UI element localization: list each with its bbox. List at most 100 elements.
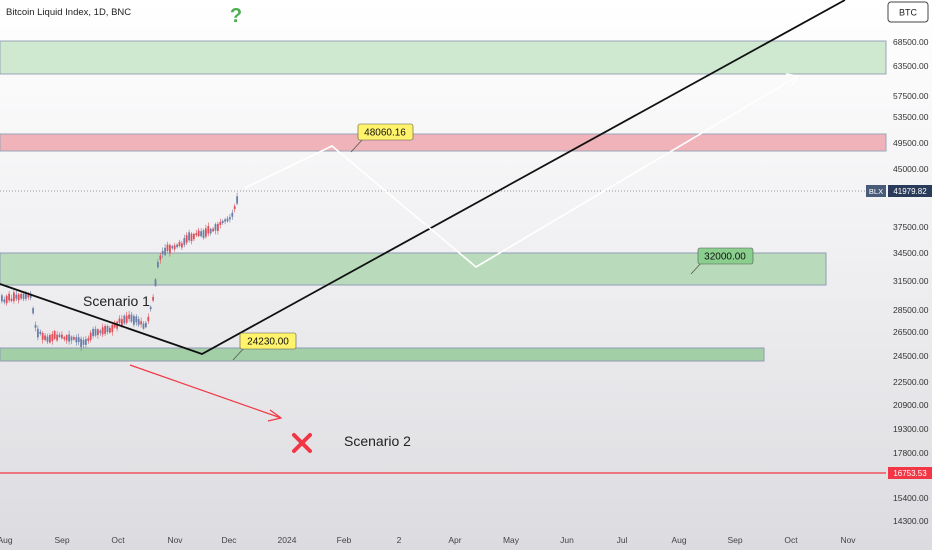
candle-body — [221, 220, 224, 223]
time-tick-label: Feb — [337, 535, 352, 545]
candle-body — [89, 332, 92, 340]
candle-body — [157, 262, 159, 268]
symbol-badge[interactable]: BTC — [887, 1, 929, 23]
candle-body — [5, 295, 8, 304]
candle-body — [181, 243, 183, 248]
candle-body — [207, 226, 210, 234]
candle-body — [133, 316, 135, 325]
callout-24230[interactable]: 24230.00 — [232, 332, 297, 361]
candle-body — [178, 241, 181, 247]
candle-body — [104, 325, 106, 334]
price-tick-label: 57500.00 — [893, 91, 929, 101]
last-price-symbol: BLX — [869, 187, 883, 196]
candle-body — [236, 196, 238, 204]
candle-body — [75, 337, 78, 343]
candle-body — [188, 232, 190, 241]
callout-32000-label: 32000.00 — [704, 252, 746, 263]
candle-body — [164, 247, 166, 256]
candle-body — [173, 245, 176, 250]
candle-body — [73, 337, 75, 340]
candle-body — [214, 224, 217, 231]
candle-body — [87, 338, 90, 341]
candle-body — [46, 336, 49, 342]
candle-body — [135, 316, 138, 323]
candle-body — [197, 230, 200, 237]
chart-title: Bitcoin Liquid Index, 1D, BNC — [6, 7, 131, 18]
candle-body — [140, 321, 142, 325]
candle-body — [99, 330, 102, 333]
callout-24230-label: 24230.00 — [247, 337, 289, 348]
candle-body — [123, 315, 126, 324]
trend-line-black[interactable] — [0, 0, 846, 355]
callout-48060[interactable]: 48060.16 — [350, 123, 414, 153]
candle-body — [118, 318, 121, 323]
price-axis[interactable]: 68500.00 63500.00 57500.00 53500.00 49500.00… — [893, 37, 929, 526]
candle-body — [190, 233, 193, 242]
candle-body — [10, 298, 13, 301]
projection-arrowhead-white — [785, 73, 800, 86]
price-tick-label: 31500.00 — [893, 276, 929, 286]
candle-body — [49, 335, 51, 343]
price-tick-label: 17800.00 — [893, 448, 929, 458]
candle-body — [111, 324, 114, 333]
time-tick-label: Sep — [54, 535, 69, 545]
candle-body — [195, 233, 198, 236]
middle-green-zone — [0, 252, 827, 286]
candle-body — [183, 238, 186, 245]
candle-body — [219, 221, 222, 225]
candle-body — [185, 235, 188, 243]
upper-green-zone — [0, 40, 887, 75]
scenario-2-label: Scenario 2 — [344, 433, 411, 449]
time-tick-label: Sep — [727, 535, 742, 545]
candle-body — [51, 334, 54, 341]
callout-32000[interactable]: 32000.00 — [690, 247, 754, 275]
candle-body — [171, 246, 174, 249]
candle-body — [63, 337, 66, 340]
time-tick-label: Jul — [617, 535, 628, 545]
candle-body — [109, 327, 111, 333]
candle-body — [202, 230, 205, 238]
candle-body — [193, 233, 195, 240]
candle-body — [125, 315, 128, 323]
candle-body — [231, 212, 234, 217]
price-tick-label: 68500.00 — [893, 37, 929, 47]
candle-body — [39, 331, 42, 334]
candle-body — [56, 334, 58, 341]
time-tick-label: 2 — [397, 535, 402, 545]
time-tick-label: Nov — [167, 535, 183, 545]
candle-body — [68, 334, 70, 342]
last-price-tag: BLX 41979.82 — [866, 185, 932, 197]
candle-body — [217, 223, 219, 231]
candle-body — [70, 336, 73, 341]
time-axis[interactable]: Aug Sep Oct Nov Dec 2024 Feb 2 Apr May Jun Jul Aug Se… — [0, 535, 856, 545]
bearish-arrowhead — [267, 409, 283, 422]
time-tick-label: Oct — [111, 535, 125, 545]
price-tick-label: 15400.00 — [893, 493, 929, 503]
candle-body — [1, 295, 3, 302]
candle-body — [97, 329, 99, 336]
candle-body — [34, 324, 37, 328]
price-tick-label: 49500.00 — [893, 138, 929, 148]
candle-body — [200, 231, 202, 237]
candle-body — [8, 293, 10, 301]
time-tick-label: Nov — [840, 535, 856, 545]
scenario-1-label: Scenario 1 — [83, 293, 150, 309]
candle-body — [229, 217, 231, 220]
candle-body — [149, 306, 152, 310]
price-tick-label: 22500.00 — [893, 377, 929, 387]
candle-body — [137, 319, 140, 325]
candle-body — [166, 244, 169, 251]
bearish-arrow-line[interactable] — [129, 364, 282, 419]
candle-body — [224, 219, 226, 222]
candle-body — [22, 293, 25, 300]
candle-body — [233, 206, 236, 210]
candle-body — [145, 322, 147, 328]
projection-path-white[interactable] — [244, 75, 799, 268]
price-tick-label: 19300.00 — [893, 424, 929, 434]
price-tick-label: 20900.00 — [893, 400, 929, 410]
candle-body — [17, 294, 20, 301]
candle-body — [25, 292, 27, 299]
candle-body — [85, 339, 87, 345]
